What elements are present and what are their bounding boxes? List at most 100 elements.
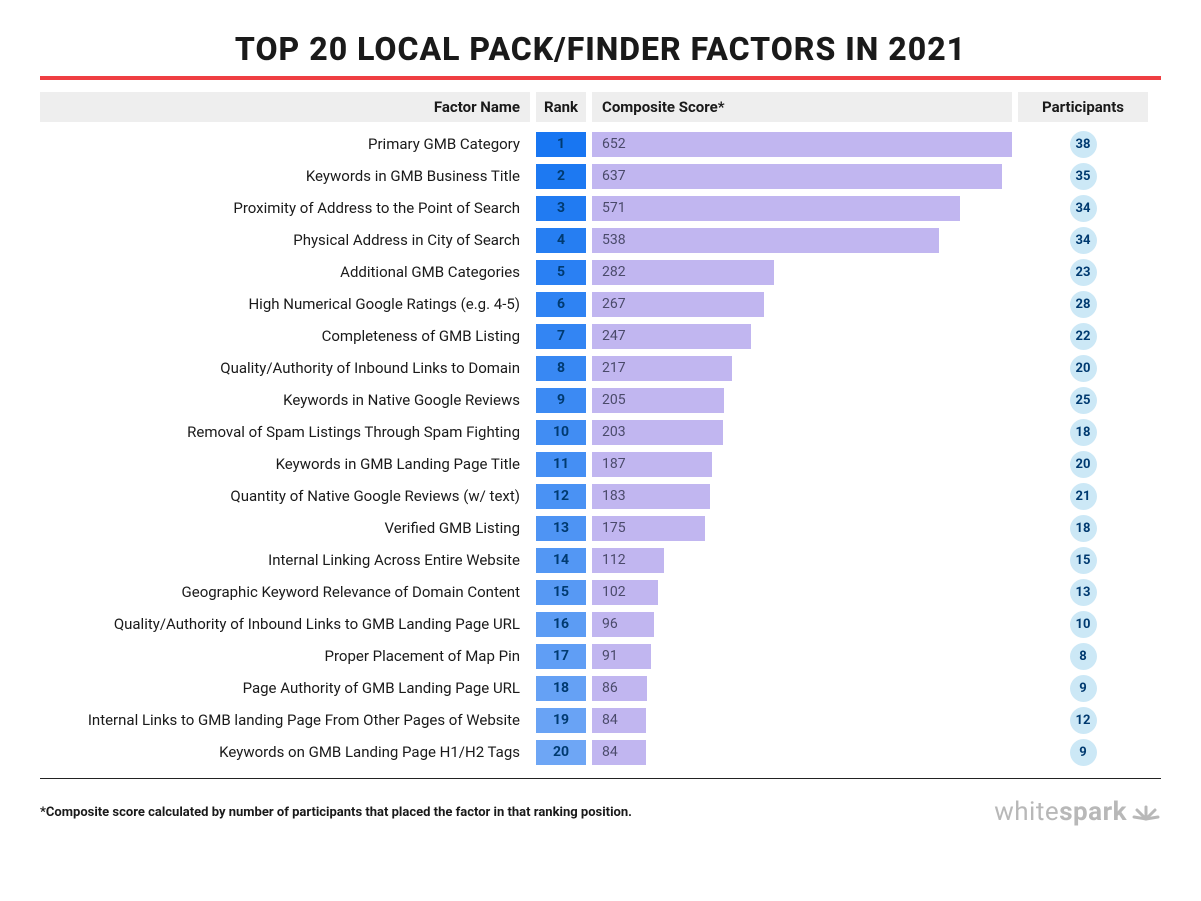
score-bar: 112 (592, 548, 664, 573)
score-area: 637 (592, 164, 1012, 189)
table-row: Additional GMB Categories528223 (40, 256, 1161, 288)
participants-area: 23 (1018, 259, 1148, 286)
score-bar: 571 (592, 196, 960, 221)
score-area: 96 (592, 612, 1012, 637)
rank-box: 13 (536, 516, 586, 541)
score-bar: 205 (592, 388, 724, 413)
score-area: 652 (592, 132, 1012, 157)
table-row: Geographic Keyword Relevance of Domain C… (40, 576, 1161, 608)
participants-badge: 20 (1070, 451, 1097, 478)
factor-name: Keywords in Native Google Reviews (40, 391, 530, 409)
score-area: 91 (592, 644, 1012, 669)
factor-name: Page Authority of GMB Landing Page URL (40, 679, 530, 697)
rank-box: 15 (536, 580, 586, 605)
participants-badge: 38 (1070, 131, 1097, 158)
table-row: Keywords in GMB Business Title263735 (40, 160, 1161, 192)
score-bar: 84 (592, 740, 646, 765)
whitespark-logo: whitespark (994, 797, 1161, 827)
header-rank: Rank (536, 92, 586, 122)
factor-name: Quality/Authority of Inbound Links to GM… (40, 615, 530, 633)
participants-area: 20 (1018, 451, 1148, 478)
factor-name: Removal of Spam Listings Through Spam Fi… (40, 423, 530, 441)
rank-box: 20 (536, 740, 586, 765)
score-area: 247 (592, 324, 1012, 349)
table-row: Internal Links to GMB landing Page From … (40, 704, 1161, 736)
factor-name: Quantity of Native Google Reviews (w/ te… (40, 487, 530, 505)
header-participants: Participants (1018, 92, 1148, 122)
table-row: Internal Linking Across Entire Website14… (40, 544, 1161, 576)
rank-box: 2 (536, 164, 586, 189)
score-bar: 637 (592, 164, 1002, 189)
score-bar: 91 (592, 644, 651, 669)
factor-name: Verified GMB Listing (40, 519, 530, 537)
score-area: 175 (592, 516, 1012, 541)
rank-box: 7 (536, 324, 586, 349)
score-area: 187 (592, 452, 1012, 477)
participants-area: 20 (1018, 355, 1148, 382)
score-area: 102 (592, 580, 1012, 605)
score-bar: 217 (592, 356, 732, 381)
participants-area: 28 (1018, 291, 1148, 318)
rank-box: 12 (536, 484, 586, 509)
participants-area: 18 (1018, 419, 1148, 446)
score-area: 571 (592, 196, 1012, 221)
ranking-chart: Factor Name Rank Composite Score* Partic… (40, 92, 1161, 779)
table-row: Proper Placement of Map Pin17918 (40, 640, 1161, 672)
score-area: 205 (592, 388, 1012, 413)
participants-area: 25 (1018, 387, 1148, 414)
page-title: TOP 20 LOCAL PACK/FINDER FACTORS IN 2021 (40, 30, 1161, 68)
header-factor: Factor Name (40, 92, 530, 122)
participants-badge: 8 (1070, 643, 1097, 670)
participants-badge: 10 (1070, 611, 1097, 638)
participants-badge: 28 (1070, 291, 1097, 318)
participants-badge: 9 (1070, 739, 1097, 766)
score-area: 267 (592, 292, 1012, 317)
factor-name: Quality/Authority of Inbound Links to Do… (40, 359, 530, 377)
factor-name: Keywords in GMB Landing Page Title (40, 455, 530, 473)
score-bar: 187 (592, 452, 712, 477)
logo-part2: spark (1059, 797, 1127, 827)
score-area: 183 (592, 484, 1012, 509)
table-row: Physical Address in City of Search 4538 34 (40, 224, 1161, 256)
factor-name: Completeness of GMB Listing (40, 327, 530, 345)
rank-box: 5 (536, 260, 586, 285)
factor-name: Physical Address in City of Search (40, 231, 530, 249)
score-bar: 175 (592, 516, 705, 541)
participants-area: 9 (1018, 739, 1148, 766)
score-area: 112 (592, 548, 1012, 573)
score-bar: 247 (592, 324, 751, 349)
participants-area: 15 (1018, 547, 1148, 574)
participants-area: 13 (1018, 579, 1148, 606)
table-row: High Numerical Google Ratings (e.g. 4-5)… (40, 288, 1161, 320)
table-row: Keywords in Native Google Reviews920525 (40, 384, 1161, 416)
score-bar: 652 (592, 132, 1012, 157)
participants-badge: 20 (1070, 355, 1097, 382)
score-area: 538 (592, 228, 1012, 253)
table-row: Page Authority of GMB Landing Page URL 18… (40, 672, 1161, 704)
table-row: Keywords on GMB Landing Page H1/H2 Tags2… (40, 736, 1161, 768)
score-bar: 282 (592, 260, 774, 285)
rank-box: 4 (536, 228, 586, 253)
factor-name: High Numerical Google Ratings (e.g. 4-5) (40, 295, 530, 313)
score-bar: 267 (592, 292, 764, 317)
table-row: Completeness of GMB Listing 7247 22 (40, 320, 1161, 352)
table-row: Quality/Authority of Inbound Links to GM… (40, 608, 1161, 640)
participants-area: 12 (1018, 707, 1148, 734)
participants-badge: 25 (1070, 387, 1097, 414)
rank-box: 3 (536, 196, 586, 221)
table-row: Primary GMB Category165238 (40, 128, 1161, 160)
participants-badge: 22 (1070, 323, 1097, 350)
rank-box: 18 (536, 676, 586, 701)
score-bar: 203 (592, 420, 723, 445)
table-row: Proximity of Address to the Point of Sea… (40, 192, 1161, 224)
score-area: 84 (592, 708, 1012, 733)
score-area: 84 (592, 740, 1012, 765)
footnote: *Composite score calculated by number of… (40, 805, 632, 820)
score-bar: 102 (592, 580, 658, 605)
score-bar: 96 (592, 612, 654, 637)
participants-badge: 15 (1070, 547, 1097, 574)
participants-badge: 35 (1070, 163, 1097, 190)
factor-name: Proper Placement of Map Pin (40, 647, 530, 665)
participants-area: 9 (1018, 675, 1148, 702)
participants-badge: 34 (1070, 227, 1097, 254)
